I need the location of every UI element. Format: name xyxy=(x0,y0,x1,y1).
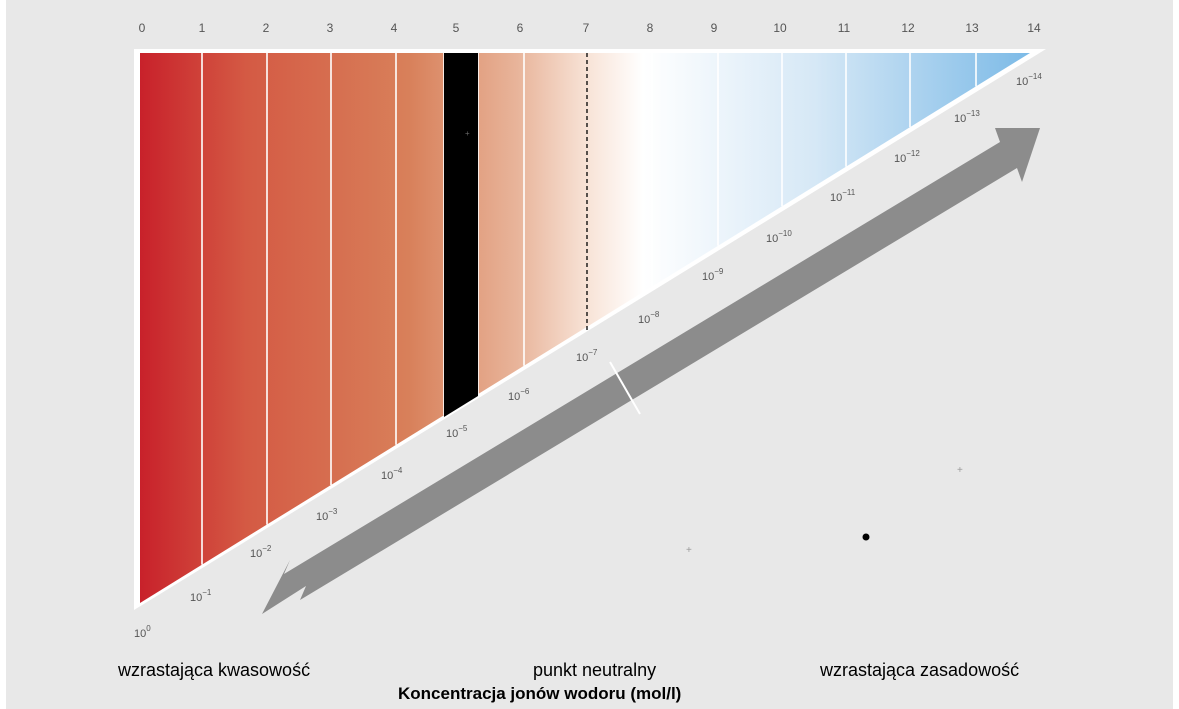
concentration-base: 10 xyxy=(830,192,842,204)
concentration-exponent: −1 xyxy=(202,588,212,597)
ph-5-highlight-band xyxy=(444,53,478,417)
concentration-label: 10−10 xyxy=(766,229,792,245)
concentration-base: 10 xyxy=(190,592,202,604)
concentration-exponent: −11 xyxy=(842,188,856,197)
ph-gradient-triangle xyxy=(140,53,1030,603)
concentration-label: 10−14 xyxy=(1016,72,1042,88)
increasing-alkalinity-label: wzrastająca zasadowość xyxy=(820,660,1020,680)
concentration-label: 10−9 xyxy=(702,267,724,283)
ph-value-label: 13 xyxy=(965,21,979,35)
concentration-label: 10−13 xyxy=(954,109,980,125)
concentration-base: 10 xyxy=(766,233,778,245)
plus-mark: + xyxy=(686,545,692,556)
concentration-base: 10 xyxy=(134,628,146,640)
ph-value-label: 12 xyxy=(901,21,915,35)
neutral-point-label: punkt neutralny xyxy=(533,660,657,680)
concentration-exponent: −4 xyxy=(393,466,403,475)
concentration-base: 10 xyxy=(1016,76,1028,88)
concentration-label: 10−11 xyxy=(830,188,856,204)
concentration-title: Koncentracja jonów wodoru (mol/l) xyxy=(398,684,682,703)
concentration-label: 100 xyxy=(134,624,151,640)
concentration-labels: 10010−110−210−310−410−510−610−710−810−91… xyxy=(134,72,1042,640)
concentration-exponent: −13 xyxy=(966,109,980,118)
ph-value-label: 11 xyxy=(838,21,851,35)
concentration-label: 10−12 xyxy=(894,149,920,165)
concentration-label: 10−3 xyxy=(316,507,338,523)
concentration-label: 10−2 xyxy=(250,544,272,560)
dot-mark xyxy=(862,533,870,541)
ph-value-label: 14 xyxy=(1027,21,1041,35)
concentration-exponent: −8 xyxy=(650,310,660,319)
concentration-base: 10 xyxy=(446,428,458,440)
concentration-base: 10 xyxy=(702,271,714,283)
concentration-exponent: −12 xyxy=(906,149,920,158)
concentration-base: 10 xyxy=(576,352,588,364)
concentration-base: 10 xyxy=(894,153,906,165)
concentration-base: 10 xyxy=(381,470,393,482)
concentration-base: 10 xyxy=(316,511,328,523)
concentration-exponent: −6 xyxy=(520,387,530,396)
plus-mark: + xyxy=(465,129,470,138)
concentration-exponent: −10 xyxy=(778,229,792,238)
neutral-tick xyxy=(609,361,641,415)
concentration-label: 10−7 xyxy=(576,348,598,364)
ph-value-label: 3 xyxy=(327,21,334,35)
ph-value-label: 9 xyxy=(711,21,718,35)
plus-mark: + xyxy=(957,465,963,476)
ph-value-label: 4 xyxy=(391,21,398,35)
concentration-label: 10−5 xyxy=(446,424,468,440)
concentration-exponent: −14 xyxy=(1028,72,1042,81)
increasing-acidity-label: wzrastająca kwasowość xyxy=(118,660,311,680)
ph-value-label: 7 xyxy=(583,21,590,35)
concentration-label: 10−1 xyxy=(190,588,212,604)
ph-value-label: 0 xyxy=(139,21,146,35)
ph-value-label: 5 xyxy=(453,21,460,35)
concentration-direction-arrow xyxy=(262,128,1040,614)
concentration-exponent: −7 xyxy=(588,348,598,357)
ph-value-label: 6 xyxy=(517,21,524,35)
ph-value-label: 10 xyxy=(773,21,787,35)
concentration-exponent: 0 xyxy=(146,624,151,633)
concentration-base: 10 xyxy=(250,548,262,560)
concentration-base: 10 xyxy=(954,113,966,125)
concentration-base: 10 xyxy=(638,314,650,326)
concentration-label: 10−6 xyxy=(508,387,530,403)
concentration-exponent: −2 xyxy=(262,544,272,553)
ph-value-labels: 0 1 2 3 4 5 6 7 8 9 10 11 12 13 14 xyxy=(139,21,1041,35)
concentration-label: 10−8 xyxy=(638,310,660,326)
ph-value-label: 2 xyxy=(263,21,270,35)
concentration-exponent: −9 xyxy=(714,267,724,276)
concentration-exponent: −5 xyxy=(458,424,468,433)
concentration-base: 10 xyxy=(508,391,520,403)
ph-value-label: 8 xyxy=(647,21,654,35)
concentration-exponent: −3 xyxy=(328,507,338,516)
concentration-label: 10−4 xyxy=(381,466,403,482)
ph-value-label: 1 xyxy=(199,21,206,35)
